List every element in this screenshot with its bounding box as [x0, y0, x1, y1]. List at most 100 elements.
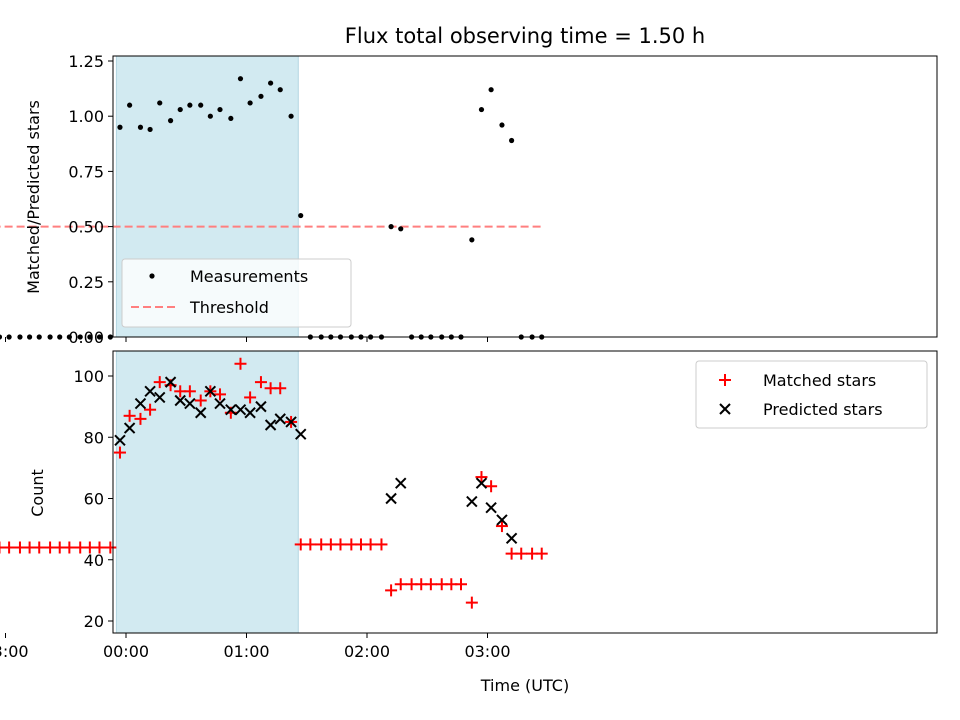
- measurement-point: [207, 113, 213, 119]
- matched-star-point: [254, 376, 267, 389]
- predicted-star-point: [214, 397, 226, 410]
- predicted-star-point: [385, 492, 397, 505]
- matched-star-point: [194, 394, 207, 407]
- measurement-point: [187, 102, 193, 108]
- predicted-star-point: [164, 376, 177, 388]
- chart-title: Flux total observing time = 1.50 h: [345, 24, 705, 48]
- legend-label-measurements: Measurements: [190, 267, 308, 286]
- measurement-point: [66, 334, 72, 340]
- matched-star-point: [113, 446, 126, 459]
- count-legend-box: [695, 360, 928, 429]
- count-y-ticks: 20 40 60 80 100: [73, 367, 113, 631]
- measurement-point: [258, 93, 264, 99]
- matched-star-point: [485, 480, 498, 493]
- predicted-star-point: [154, 391, 166, 404]
- ratio-y-tick-label: 1.00: [68, 107, 104, 126]
- x-tick-label: 00:00: [103, 642, 149, 661]
- matched-star-point: [454, 578, 467, 591]
- matched-star-point: [495, 520, 508, 533]
- x-tick-label: 23:00: [0, 642, 29, 661]
- measurement-point: [268, 80, 274, 86]
- measurement-point: [288, 113, 294, 119]
- matched-star-point: [244, 391, 257, 404]
- matched-star-point: [274, 382, 287, 395]
- matched-star-point: [385, 584, 398, 597]
- count-y-tick-label: 40: [84, 551, 104, 570]
- count-y-tick-label: 100: [73, 367, 104, 386]
- ratio-y-axis-label: Matched/Predicted stars: [24, 100, 43, 294]
- legend-label-predicted-stars: Predicted stars: [763, 400, 883, 419]
- ratio-y-tick-label: 0.75: [68, 162, 104, 181]
- measurement-point: [237, 76, 244, 82]
- measurement-point: [167, 118, 174, 124]
- measurement-point: [247, 100, 253, 106]
- ratio-y-tick-label: 0.25: [68, 273, 104, 292]
- count-y-axis-label: Count: [28, 469, 47, 517]
- predicted-star-point: [144, 385, 156, 398]
- legend-marker-predicted-stars: [719, 403, 731, 415]
- matched-star-point: [424, 578, 437, 591]
- predicted-star-point: [174, 394, 186, 407]
- x-axis-label: Time (UTC): [480, 676, 569, 695]
- x-tick-label: 02:00: [344, 642, 390, 661]
- matched-star-point: [213, 388, 226, 401]
- measurement-point: [509, 137, 515, 144]
- predicted-star-point: [285, 416, 297, 428]
- measurement-point: [96, 334, 103, 340]
- matched-star-point: [234, 357, 247, 370]
- measurement-point: [0, 334, 3, 340]
- count-plot-frame: [112, 350, 938, 634]
- measurement-point: [147, 126, 153, 133]
- measurement-point: [478, 106, 485, 113]
- count-legend: Matched stars Predicted stars: [695, 360, 928, 429]
- measurement-point: [87, 334, 93, 340]
- predicted-star-point: [134, 397, 147, 410]
- count-y-tick-label: 60: [84, 490, 104, 509]
- ratio-y-tick-label: 0.00: [68, 328, 104, 347]
- predicted-star-point: [485, 501, 497, 514]
- matched-star-point: [535, 547, 548, 560]
- predicted-star-point: [234, 403, 247, 416]
- measurement-point: [488, 87, 494, 93]
- ratio-y-tick-label: 1.25: [68, 52, 104, 71]
- predicted-star-point: [225, 403, 237, 416]
- legend-marker-measurements: [149, 273, 155, 279]
- measurement-point: [27, 334, 33, 340]
- ratio-panel: 0.00 0.25 0.50 0.75 1.00 1.25 Matched/Predict…: [0, 52, 938, 347]
- measurement-point: [398, 226, 404, 232]
- matched-star-point: [153, 376, 166, 389]
- matched-star-point: [33, 541, 46, 554]
- legend-marker-matched-stars: [719, 374, 731, 386]
- measurement-point: [57, 334, 63, 340]
- predicted-star-point: [395, 477, 407, 489]
- measurement-point: [469, 237, 475, 243]
- count-y-tick-label: 20: [84, 612, 104, 631]
- matched-star-point: [394, 578, 407, 591]
- ratio-legend-box: [121, 258, 352, 328]
- ratio-plot-frame: [112, 55, 938, 338]
- legend-label-matched-stars: Matched stars: [763, 371, 876, 390]
- measurement-point: [77, 334, 83, 340]
- predicted-star-point: [114, 434, 126, 447]
- measurement-point: [277, 87, 283, 93]
- predicted-star-point: [475, 477, 488, 489]
- matched-star-point: [304, 538, 317, 551]
- predicted-star-point: [505, 532, 518, 545]
- matched-star-point: [144, 403, 157, 416]
- matched-star-point: [93, 541, 106, 554]
- predicted-star-point: [264, 419, 277, 431]
- measurement-point: [499, 122, 505, 128]
- predicted-star-point: [204, 385, 217, 398]
- matched-star-point: [515, 547, 528, 560]
- ratio-legend: Measurements Threshold: [121, 258, 352, 328]
- predicted-star-point: [295, 428, 307, 440]
- matched-star-point: [123, 409, 136, 422]
- predicted-star-point: [184, 397, 196, 410]
- measurement-point: [157, 100, 163, 106]
- ratio-x-ticks: [5, 337, 488, 342]
- legend-label-threshold: Threshold: [189, 298, 269, 317]
- measurement-point: [137, 124, 144, 130]
- count-shaded-interval: [115, 350, 299, 634]
